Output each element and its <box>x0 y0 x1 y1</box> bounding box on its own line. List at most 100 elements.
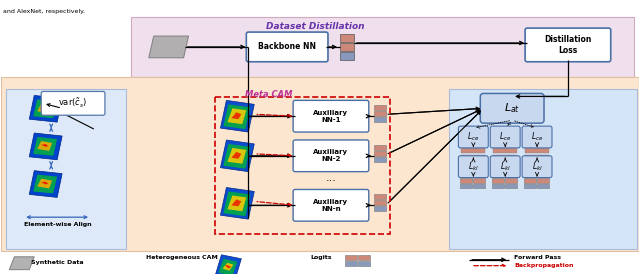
Polygon shape <box>148 36 189 58</box>
Text: Auxiliary
NN-2: Auxiliary NN-2 <box>314 149 349 162</box>
Text: $L_{kl}$: $L_{kl}$ <box>500 160 511 173</box>
FancyBboxPatch shape <box>525 28 611 62</box>
Polygon shape <box>41 106 48 109</box>
Bar <box>460 178 472 183</box>
Text: $\mathrm{var}(\tilde{c}_s)$: $\mathrm{var}(\tilde{c}_s)$ <box>58 97 88 110</box>
Bar <box>340 34 354 42</box>
Polygon shape <box>37 178 52 188</box>
FancyBboxPatch shape <box>41 92 105 115</box>
Bar <box>1 77 639 251</box>
FancyBboxPatch shape <box>293 189 369 221</box>
Bar <box>374 157 386 162</box>
Text: $L_{ce}$: $L_{ce}$ <box>499 131 511 143</box>
Bar <box>340 52 354 60</box>
Polygon shape <box>33 99 57 118</box>
Polygon shape <box>232 152 241 159</box>
Text: $L_{at}$: $L_{at}$ <box>504 101 520 115</box>
Polygon shape <box>220 100 254 132</box>
Polygon shape <box>220 188 254 219</box>
Text: Backbone NN: Backbone NN <box>258 42 316 51</box>
Text: Element-wise Align: Element-wise Align <box>24 222 92 227</box>
Bar <box>374 206 386 211</box>
Bar <box>449 89 637 249</box>
Text: Auxiliary
NN-1: Auxiliary NN-1 <box>314 110 349 123</box>
FancyBboxPatch shape <box>293 100 369 132</box>
Bar <box>505 183 517 188</box>
Bar <box>358 255 370 260</box>
Polygon shape <box>223 263 234 271</box>
Text: Forward Pass: Forward Pass <box>514 255 561 260</box>
Text: Distillation
Loss: Distillation Loss <box>544 35 591 55</box>
Bar <box>525 148 549 153</box>
Bar <box>374 151 386 156</box>
FancyBboxPatch shape <box>522 126 552 148</box>
Polygon shape <box>223 144 250 169</box>
Text: Auxiliary
NN-n: Auxiliary NN-n <box>314 199 349 212</box>
Text: Logits: Logits <box>310 255 332 260</box>
FancyBboxPatch shape <box>480 94 544 123</box>
Bar <box>493 155 517 160</box>
Bar <box>537 178 549 183</box>
Bar <box>6 89 126 249</box>
Polygon shape <box>37 103 52 113</box>
Bar <box>537 183 549 188</box>
Text: Synthetic Data: Synthetic Data <box>31 260 84 265</box>
Polygon shape <box>225 265 232 269</box>
Text: $L_{ce}$: $L_{ce}$ <box>531 131 543 143</box>
Text: Meta CAM: Meta CAM <box>245 90 293 100</box>
Polygon shape <box>232 112 241 119</box>
Polygon shape <box>33 175 57 193</box>
Polygon shape <box>33 137 57 156</box>
Polygon shape <box>10 257 35 270</box>
Text: and AlexNet, respectively.: and AlexNet, respectively. <box>3 9 85 14</box>
Bar <box>345 255 357 260</box>
Text: Dataset Distillation: Dataset Distillation <box>266 22 364 31</box>
FancyBboxPatch shape <box>490 156 520 178</box>
Bar <box>524 178 536 183</box>
Polygon shape <box>232 199 241 206</box>
Polygon shape <box>29 133 62 160</box>
Bar <box>505 178 517 183</box>
Polygon shape <box>227 148 246 164</box>
Text: Heterogeneous CAM: Heterogeneous CAM <box>146 255 218 260</box>
Bar <box>524 183 536 188</box>
Bar <box>493 148 517 153</box>
Bar <box>374 145 386 150</box>
Bar <box>525 155 549 160</box>
Polygon shape <box>29 95 62 122</box>
Bar <box>460 183 472 188</box>
Bar <box>358 261 370 266</box>
Polygon shape <box>41 182 48 185</box>
Bar <box>374 117 386 122</box>
Polygon shape <box>37 141 52 151</box>
Text: ...: ... <box>326 173 337 183</box>
Bar <box>461 148 485 153</box>
FancyBboxPatch shape <box>522 156 552 178</box>
FancyBboxPatch shape <box>490 126 520 148</box>
Bar <box>374 200 386 205</box>
FancyBboxPatch shape <box>458 156 488 178</box>
Text: $L_{kl}$: $L_{kl}$ <box>532 160 543 173</box>
Polygon shape <box>216 255 241 275</box>
Bar <box>474 178 485 183</box>
Bar <box>461 155 485 160</box>
Polygon shape <box>218 259 237 275</box>
Text: Backpropagation: Backpropagation <box>514 263 573 268</box>
Bar <box>131 17 634 77</box>
Polygon shape <box>41 144 48 147</box>
Text: $L_{kl}$: $L_{kl}$ <box>468 160 479 173</box>
Polygon shape <box>29 171 62 197</box>
FancyBboxPatch shape <box>458 126 488 148</box>
Bar <box>340 43 354 51</box>
Bar <box>216 97 390 234</box>
Polygon shape <box>227 196 246 211</box>
Polygon shape <box>227 108 246 124</box>
Bar <box>374 194 386 199</box>
Bar <box>492 178 504 183</box>
Polygon shape <box>223 191 250 216</box>
Bar <box>374 111 386 116</box>
Bar <box>474 183 485 188</box>
FancyBboxPatch shape <box>246 32 328 62</box>
Bar <box>345 261 357 266</box>
Bar <box>374 105 386 110</box>
